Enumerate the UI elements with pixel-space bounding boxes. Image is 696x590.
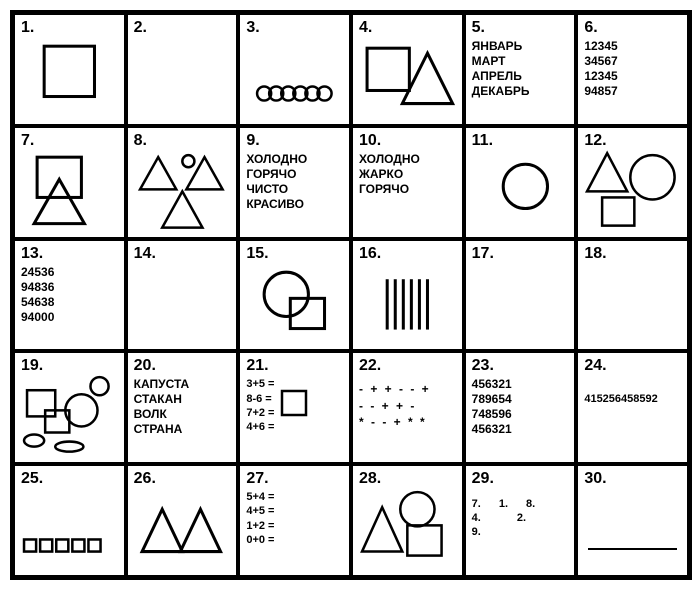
cell-number: 24. — [584, 357, 681, 375]
cell-8: 8. — [126, 126, 239, 239]
number-grid: 7.1.8. 4.2. 9. — [472, 498, 569, 538]
cell-number: 22. — [359, 357, 456, 375]
text-lines: 5+4 = 4+5 = 1+2 = 0+0 = — [246, 490, 343, 547]
cell-number: 16. — [359, 245, 456, 263]
shape-box — [357, 488, 458, 571]
shape-box — [19, 37, 120, 120]
text-lines: 3+5 = 8-6 = 7+2 = 4+6 = — [246, 377, 274, 434]
shape-box — [244, 263, 345, 346]
cell-3: 3. — [238, 13, 351, 126]
cell-number: 12. — [584, 132, 681, 150]
text-lines: ЯНВАРЬ МАРТ АПРЕЛЬ ДЕКАБРЬ — [472, 39, 569, 99]
shape-box — [132, 488, 233, 571]
cell-2: 2. — [126, 13, 239, 126]
cell-5: 5. ЯНВАРЬ МАРТ АПРЕЛЬ ДЕКАБРЬ — [464, 13, 577, 126]
cell-number: 11. — [472, 132, 569, 150]
cell-number: 2. — [134, 19, 231, 37]
cell-12: 12. — [576, 126, 689, 239]
cell-number: 7. — [21, 132, 118, 150]
cell-24: 24. 415256458592 — [576, 351, 689, 464]
cell-number: 19. — [21, 357, 118, 375]
cell-number: 1. — [21, 19, 118, 37]
text-lines: 456321 789654 748596 456321 — [472, 377, 569, 437]
cell-21: 21. 3+5 = 8-6 = 7+2 = 4+6 = — [238, 351, 351, 464]
cell-number: 17. — [472, 245, 569, 263]
text-lines: 24536 94836 54638 94000 — [21, 265, 118, 325]
cell-26: 26. — [126, 464, 239, 577]
cell-number: 29. — [472, 470, 569, 488]
cell-number: 14. — [134, 245, 231, 263]
cell-10: 10. ХОЛОДНО ЖАРКО ГОРЯЧО — [351, 126, 464, 239]
cell-16: 16. — [351, 239, 464, 352]
cell-27: 27. 5+4 = 4+5 = 1+2 = 0+0 = — [238, 464, 351, 577]
cell-20: 20. КАПУСТА СТАКАН ВОЛК СТРАНА — [126, 351, 239, 464]
cell-17: 17. — [464, 239, 577, 352]
text-lines: 12345 34567 12345 94857 — [584, 39, 681, 99]
cell-25: 25. — [13, 464, 126, 577]
cell-11: 11. — [464, 126, 577, 239]
cell-number: 21. — [246, 357, 343, 375]
shape-box — [357, 37, 458, 120]
cell-number: 15. — [246, 245, 343, 263]
shape-box — [470, 150, 571, 233]
square-icon — [280, 389, 310, 419]
cell-23: 23. 456321 789654 748596 456321 — [464, 351, 577, 464]
cell-1: 1. — [13, 13, 126, 126]
text-lines: ХОЛОДНО ЖАРКО ГОРЯЧО — [359, 152, 456, 197]
cell-number: 3. — [246, 19, 343, 37]
cell-number: 20. — [134, 357, 231, 375]
shape-box — [19, 150, 120, 233]
cell-14: 14. — [126, 239, 239, 352]
cell-15: 15. — [238, 239, 351, 352]
shape-box — [244, 37, 345, 120]
cell-30: 30. — [576, 464, 689, 577]
cell-number: 8. — [134, 132, 231, 150]
cell-number: 30. — [584, 470, 681, 488]
shape-box — [582, 150, 683, 233]
cell-4: 4. — [351, 13, 464, 126]
cell-13: 13. 24536 94836 54638 94000 — [13, 239, 126, 352]
cell-number: 27. — [246, 470, 343, 488]
cell-number: 6. — [584, 19, 681, 37]
shape-box — [132, 150, 233, 233]
shape-box — [357, 263, 458, 346]
shape-box — [19, 488, 120, 571]
cell-28: 28. — [351, 464, 464, 577]
cell-22: 22. - + + - - + - - + + - * - - + * * — [351, 351, 464, 464]
cell-7: 7. — [13, 126, 126, 239]
cell-6: 6. 12345 34567 12345 94857 — [576, 13, 689, 126]
cell-number: 9. — [246, 132, 343, 150]
symbol-lines: - + + - - + - - + + - * - - + * * — [359, 381, 456, 430]
cell-number: 18. — [584, 245, 681, 263]
cell-18: 18. — [576, 239, 689, 352]
cell-number: 23. — [472, 357, 569, 375]
cell-number: 5. — [472, 19, 569, 37]
text-lines: ХОЛОДНО ГОРЯЧО ЧИСТО КРАСИВО — [246, 152, 343, 212]
number-string: 415256458592 — [584, 393, 681, 405]
cell-number: 26. — [134, 470, 231, 488]
cell-number: 4. — [359, 19, 456, 37]
cell-number: 10. — [359, 132, 456, 150]
cell-19: 19. — [13, 351, 126, 464]
text-lines: КАПУСТА СТАКАН ВОЛК СТРАНА — [134, 377, 231, 437]
blank-line — [588, 548, 677, 550]
cell-9: 9. ХОЛОДНО ГОРЯЧО ЧИСТО КРАСИВО — [238, 126, 351, 239]
shape-box — [19, 375, 120, 458]
cell-number: 28. — [359, 470, 456, 488]
cell-29: 29. 7.1.8. 4.2. 9. — [464, 464, 577, 577]
cell-number: 13. — [21, 245, 118, 263]
worksheet-grid: 1. 2. 3. 4. 5. — [10, 10, 692, 580]
cell-number: 25. — [21, 470, 118, 488]
